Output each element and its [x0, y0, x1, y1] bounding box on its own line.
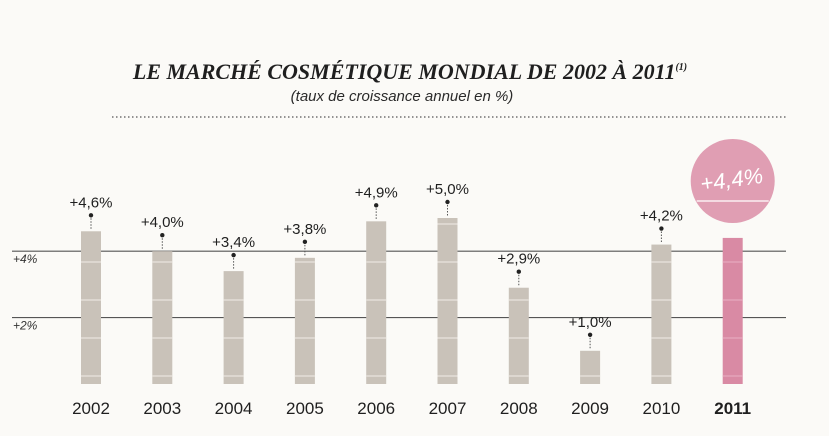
value-label: +1,0%: [569, 314, 612, 331]
category-labels: 2002 2003 2004 2005 2006 2007 2008 2009 2010 2011: [72, 399, 751, 418]
leader-dot: [302, 239, 308, 245]
leader-dot: [160, 233, 165, 238]
category-label: 2009: [571, 399, 609, 418]
leader-dot: [445, 199, 450, 205]
chart-subtitle: (taux de croissance annuel en %): [291, 88, 514, 105]
leader-dot: [587, 332, 593, 337]
gridline-label: +2%: [13, 319, 38, 333]
bar: [294, 257, 315, 384]
bars: [81, 218, 743, 384]
value-label: +5,0%: [426, 181, 469, 198]
value-labels: +4,6% +4,0% +3,4% +3,8% +4,9% +5,0% +2,9% +1,0%…: [70, 139, 775, 350]
value-label: +2,9%: [497, 251, 540, 268]
value-label: +4,6%: [70, 194, 113, 211]
leader-dot: [374, 203, 379, 208]
bar: [152, 251, 173, 384]
bar: [580, 350, 601, 384]
category-label: 2011: [714, 399, 751, 418]
bar: [722, 237, 743, 384]
chart-title-text: LE MARCHÉ COSMÉTIQUE MONDIAL DE 2002 À 2…: [132, 59, 676, 84]
value-label: +3,4%: [212, 234, 255, 251]
gridline-label: +4%: [13, 252, 38, 266]
bar: [508, 287, 529, 384]
value-label: +4,2%: [640, 208, 683, 225]
highlight-bubble: [690, 139, 775, 223]
category-label: 2008: [500, 399, 538, 418]
leader-dot: [659, 226, 664, 231]
value-label: +3,8%: [283, 221, 326, 238]
bar: [223, 271, 244, 384]
leader-dot: [88, 213, 94, 218]
leader-dot: [516, 269, 521, 274]
category-label: 2002: [72, 399, 110, 418]
category-label: 2003: [143, 399, 181, 418]
bar: [651, 244, 672, 384]
leader-dot: [231, 252, 236, 258]
category-label: 2007: [429, 399, 467, 418]
category-label: 2004: [215, 399, 253, 418]
category-label: 2005: [286, 399, 324, 418]
bar: [366, 221, 387, 384]
category-label: 2010: [642, 399, 680, 418]
value-label: +4,0%: [141, 214, 184, 231]
bar: [437, 218, 458, 384]
chart-title-note: (1): [675, 62, 687, 73]
category-label: 2006: [357, 399, 395, 418]
chart-title: LE MARCHÉ COSMÉTIQUE MONDIAL DE 2002 À 2…: [132, 59, 687, 84]
bar: [81, 231, 101, 384]
value-label: +4,9%: [355, 184, 398, 201]
